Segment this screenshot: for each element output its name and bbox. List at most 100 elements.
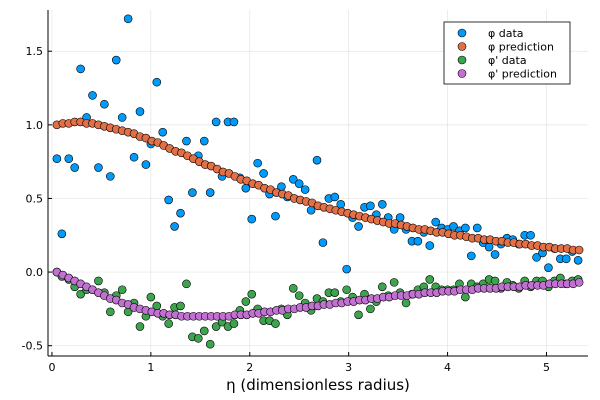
data-point (425, 275, 435, 284)
data-point (461, 223, 470, 233)
data-point (182, 136, 191, 146)
data-point (247, 289, 257, 299)
data-point (241, 297, 251, 306)
data-point (117, 285, 127, 295)
data-point (158, 127, 168, 137)
data-point (211, 322, 221, 331)
data-point (466, 251, 476, 261)
data-point (117, 113, 127, 122)
data-point (64, 154, 74, 164)
x-tick-label: 0 (48, 361, 55, 374)
legend-marker (457, 28, 467, 38)
data-point (188, 188, 197, 197)
data-point (271, 319, 280, 328)
legend-label: φ data (488, 27, 524, 40)
series-3 (52, 267, 584, 321)
legend-label: φ' data (488, 54, 527, 67)
data-point (199, 136, 209, 146)
data-point (106, 307, 115, 317)
data-point (100, 99, 109, 109)
data-point (306, 205, 316, 215)
data-point (94, 163, 103, 172)
data-point (574, 245, 584, 255)
data-point (135, 107, 145, 116)
data-point (70, 163, 80, 172)
data-point (413, 236, 423, 246)
data-point (52, 154, 62, 164)
data-point (366, 304, 375, 314)
data-point (561, 254, 571, 264)
data-point (330, 192, 340, 202)
data-point (253, 158, 262, 168)
data-point (111, 55, 121, 65)
data-point (389, 278, 399, 287)
data-point (229, 319, 239, 328)
series-1 (52, 117, 584, 255)
y-tick-label: 0.5 (26, 192, 44, 205)
legend-label: φ' prediction (488, 68, 557, 81)
data-point (152, 77, 162, 87)
data-point (76, 289, 85, 299)
data-point (490, 276, 500, 286)
data-point (472, 223, 482, 233)
data-point (342, 285, 351, 295)
data-point (247, 214, 257, 224)
data-point (354, 222, 363, 231)
data-point (312, 155, 322, 165)
data-point (129, 152, 139, 162)
x-tick-label: 5 (543, 361, 550, 374)
data-point (544, 263, 553, 272)
data-point (366, 201, 375, 211)
data-point (574, 278, 584, 287)
data-point (76, 64, 85, 74)
data-point (318, 238, 328, 247)
data-point (205, 339, 215, 349)
axes (47, 10, 588, 357)
data-point (342, 264, 351, 274)
data-point (199, 326, 209, 336)
x-tick-label: 4 (444, 361, 451, 374)
data-points (52, 14, 584, 349)
data-point (88, 91, 97, 100)
data-point (182, 279, 191, 289)
data-point (141, 160, 151, 169)
y-tick-label: -0.5 (22, 340, 43, 353)
x-tick-label: 1 (147, 361, 154, 374)
data-point (57, 229, 67, 239)
data-point (354, 310, 363, 320)
data-point (294, 291, 304, 300)
data-point (164, 319, 173, 328)
data-point (377, 200, 387, 209)
legend-marker (457, 42, 467, 51)
data-point (135, 322, 145, 331)
data-point (106, 172, 115, 181)
data-point (449, 222, 458, 231)
y-tick-label: 1.5 (26, 45, 44, 58)
data-point (330, 288, 340, 297)
data-point (484, 242, 494, 252)
legend-marker (457, 69, 467, 78)
legend-marker (457, 55, 467, 65)
data-point (211, 117, 221, 127)
data-point (194, 334, 203, 343)
data-point (377, 282, 387, 292)
x-tick-label: 2 (246, 361, 253, 374)
data-point (294, 179, 304, 189)
data-point (271, 211, 280, 221)
data-point (170, 222, 179, 231)
y-tick-label: 1.0 (26, 119, 44, 132)
data-point (431, 217, 440, 227)
data-point (425, 241, 435, 250)
x-axis-title: η (dimensionless radius) (226, 376, 410, 394)
data-point (401, 298, 411, 308)
data-point (176, 301, 185, 311)
data-point (288, 283, 298, 293)
data-point (288, 175, 298, 184)
data-point (526, 230, 535, 240)
data-point (146, 292, 156, 302)
x-ticks: 0 1 2 3 4 5 (48, 352, 550, 374)
data-point (241, 183, 251, 193)
data-point (300, 185, 310, 194)
